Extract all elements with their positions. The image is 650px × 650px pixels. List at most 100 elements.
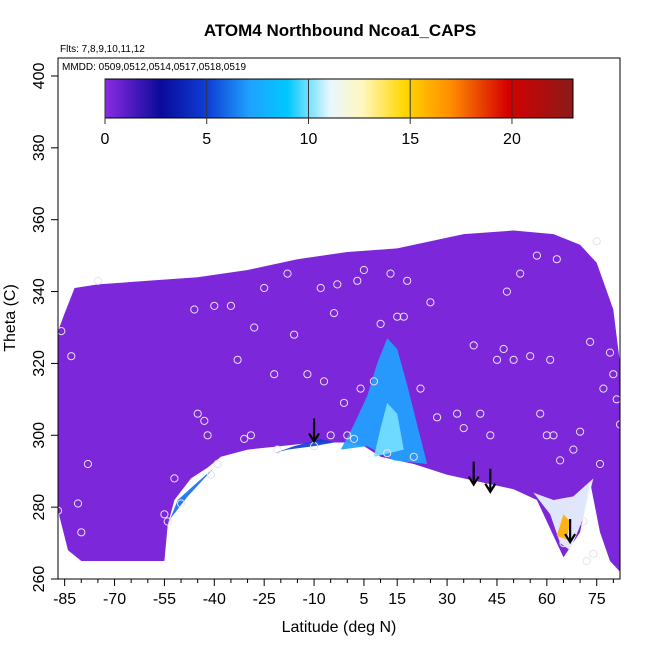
- region-core: [373, 402, 404, 457]
- sample-point: [556, 456, 565, 465]
- sample-point: [433, 413, 442, 422]
- sample-point: [532, 251, 542, 260]
- sample-point: [203, 431, 212, 440]
- x-tick-label: -25: [253, 591, 276, 608]
- colorbar-tick-label: 20: [503, 131, 521, 148]
- sample-point: [210, 301, 219, 310]
- sample-point: [93, 276, 103, 285]
- sample-point: [582, 556, 591, 566]
- x-tick-label: -40: [203, 591, 226, 608]
- sample-arrow: [308, 418, 320, 444]
- sample-point: [576, 427, 585, 436]
- sample-point: [393, 312, 402, 321]
- sample-point: [566, 503, 575, 512]
- sample-point: [326, 431, 335, 440]
- sample-point: [369, 377, 378, 386]
- sample-point: [343, 431, 352, 440]
- sample-point: [542, 431, 551, 440]
- sample-point: [615, 420, 620, 429]
- arrow-layer: [308, 418, 577, 545]
- sample-point: [605, 348, 615, 357]
- y-tick-label: 320: [31, 350, 48, 377]
- plot-area: [58, 230, 620, 572]
- sample-point: [200, 416, 209, 425]
- y-axis-label: Theta (C): [2, 284, 19, 352]
- sample-point: [559, 539, 568, 548]
- sample-point: [526, 352, 535, 361]
- flights-annotation: Flts: 7,8,9,10,11,12: [60, 44, 145, 55]
- x-tick-label: -10: [302, 591, 325, 608]
- sample-point: [359, 265, 368, 275]
- sample-point: [356, 384, 365, 393]
- sample-point: [73, 499, 83, 508]
- sample-point: [399, 312, 408, 321]
- sample-point: [176, 499, 186, 508]
- region-trough: [274, 438, 334, 454]
- sample-point: [250, 323, 259, 332]
- sample-point: [273, 445, 282, 454]
- sample-point: [233, 355, 242, 364]
- sample-point: [170, 474, 179, 483]
- sample-arrow: [467, 461, 480, 487]
- sample-point: [536, 409, 545, 418]
- sample-point: [453, 409, 462, 418]
- sample-point: [486, 431, 495, 440]
- sample-point: [319, 377, 329, 386]
- sample-point: [592, 237, 601, 246]
- sample-arrow: [484, 468, 497, 494]
- sample-layer: [58, 237, 620, 566]
- region-hotspot: [556, 514, 571, 540]
- colorbar-tick-label: 5: [202, 131, 211, 148]
- colorbar-gradient: [104, 78, 574, 119]
- x-tick-label: -85: [53, 591, 76, 608]
- sample-point: [77, 528, 86, 537]
- colorbar-tick-label: 0: [101, 131, 110, 148]
- sample-point: [589, 549, 598, 558]
- sample-point: [260, 283, 269, 293]
- y-tick-label: 340: [31, 278, 48, 305]
- y-tick-label: 360: [31, 206, 48, 233]
- sample-point: [469, 341, 478, 350]
- sample-point: [599, 384, 608, 393]
- sample-point: [160, 510, 169, 519]
- sample-point: [353, 276, 362, 285]
- sample-point: [416, 384, 425, 393]
- sample-point: [67, 352, 76, 361]
- sample-point: [376, 319, 385, 328]
- region-ridge: [340, 338, 428, 464]
- sample-point: [516, 269, 525, 278]
- sample-point: [316, 283, 325, 293]
- sample-point: [502, 287, 511, 296]
- colorbar-tick-label: 10: [300, 131, 318, 148]
- sample-point: [579, 517, 588, 526]
- y-tick-label: 280: [31, 494, 48, 521]
- sample-point: [339, 398, 349, 407]
- x-axis-label: Latitude (deg N): [282, 619, 397, 636]
- y-tick-label: 380: [31, 134, 48, 161]
- x-tick-label: -55: [153, 591, 176, 608]
- sample-point: [283, 269, 292, 278]
- data-layer: [58, 230, 620, 572]
- sample-point: [549, 431, 558, 440]
- field-background: [58, 230, 620, 572]
- sample-point: [290, 330, 299, 339]
- sample-point: [163, 517, 172, 526]
- colorbar-ticks: 0 5 10 15 20: [101, 79, 521, 148]
- x-axis: -85 -70 -55 -40 -25 -10 5 15 30 45 60 75: [53, 578, 620, 608]
- y-tick-label: 400: [31, 63, 48, 90]
- sample-point: [206, 470, 216, 479]
- sample-point: [349, 434, 359, 443]
- sample-point: [409, 452, 418, 461]
- x-tick-label: 30: [438, 591, 456, 608]
- sample-point: [403, 276, 412, 285]
- dates-annotation: MMDD: 0509,0512,0514,0517,0518,0519: [62, 62, 246, 73]
- sample-point: [329, 309, 339, 318]
- x-tick-label: 60: [538, 591, 556, 608]
- sample-point: [246, 431, 255, 440]
- x-tick-label: 5: [359, 591, 368, 608]
- sample-point: [509, 355, 518, 364]
- sample-point: [546, 355, 555, 364]
- colorbar-tick-label: 15: [401, 131, 419, 148]
- sample-point: [270, 370, 279, 379]
- x-tick-label: 75: [588, 591, 606, 608]
